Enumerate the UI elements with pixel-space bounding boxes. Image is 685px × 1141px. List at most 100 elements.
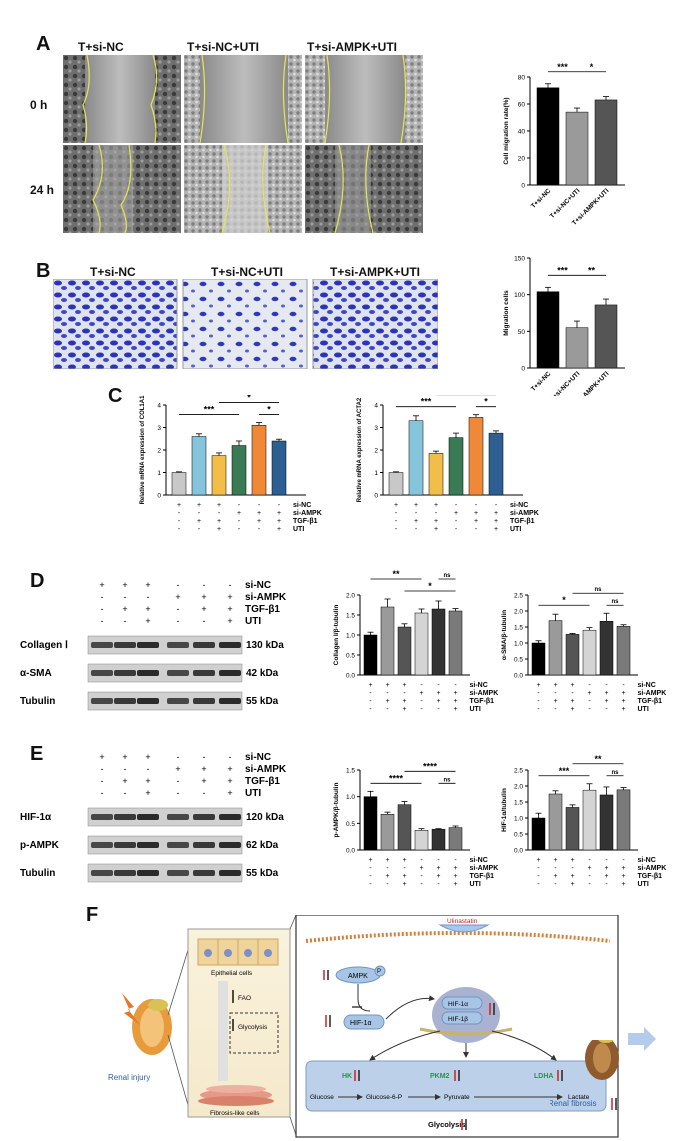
sig-label: ns: [594, 587, 602, 593]
lightning-icon: [122, 993, 140, 1025]
condition-label: TGF-β1: [510, 518, 535, 525]
band-name: Collagen Ⅰ: [20, 640, 68, 651]
sign-mark: +: [385, 873, 389, 880]
right-arrow-icon: [628, 1027, 656, 1051]
band: [91, 642, 113, 648]
sign-mark: +: [177, 502, 181, 509]
sign-mark: -: [403, 690, 406, 697]
hif-a-label: HIF-1α: [448, 1001, 468, 1008]
band-background: [87, 663, 243, 683]
sign-mark: -: [622, 857, 625, 864]
band: [114, 814, 136, 820]
sign-mark: +: [201, 776, 206, 786]
glycolysis-small-label: Glycolysis: [238, 1024, 268, 1031]
sign-mark: -: [178, 510, 181, 517]
sign-mark: -: [101, 604, 104, 614]
sign-mark: +: [145, 776, 150, 786]
bar: [616, 789, 631, 851]
sign-mark: +: [227, 616, 232, 626]
wound-image-24h-3: [305, 144, 423, 233]
sign-mark: -: [177, 604, 180, 614]
sign-mark: -: [124, 764, 127, 774]
bar: [548, 620, 563, 676]
condition-label: UTI: [638, 881, 649, 888]
y-tick-label: 1.0: [514, 816, 523, 823]
sign-mark: +: [570, 682, 574, 689]
sign-mark: -: [229, 580, 232, 590]
y-tick-label: 0.0: [514, 848, 523, 855]
sign-mark: +: [621, 706, 625, 713]
sign-mark: +: [145, 788, 150, 798]
sign-mark: +: [570, 873, 574, 880]
condition-label: si-AMPK: [638, 690, 667, 697]
sig-label: ***: [421, 397, 432, 407]
sign-mark: +: [257, 518, 261, 525]
y-tick-label: 40: [518, 129, 526, 136]
hif-left-node: [343, 1014, 385, 1030]
sign-mark: -: [147, 764, 150, 774]
sign-mark: +: [402, 873, 406, 880]
band-strip: [87, 863, 243, 883]
sign-mark: +: [419, 865, 423, 872]
sign-mark: -: [177, 776, 180, 786]
lactate-label: Lactate: [568, 1094, 590, 1101]
condition-label: TGF-β1: [245, 776, 280, 787]
sign-mark: +: [145, 604, 150, 614]
transwell-images: [53, 279, 438, 369]
y-tick-label: 4: [157, 403, 161, 410]
chart-e-hif: 0.00.51.01.52.02.5HIF-1α/tubulin*****ns+…: [501, 754, 666, 888]
band: [137, 842, 159, 848]
sign-mark: -: [386, 881, 389, 888]
sign-mark: +: [553, 857, 557, 864]
band: [219, 814, 241, 820]
fibrotic-kidney-icon: [585, 1040, 619, 1080]
y-tick-label: 0.5: [346, 821, 355, 828]
band-kda: 62 kDa: [246, 840, 279, 851]
sign-mark: -: [588, 881, 591, 888]
category-label: T+si-NC: [530, 370, 553, 393]
y-tick-label: 100: [514, 292, 525, 299]
sig-label: ****: [423, 761, 438, 771]
y-tick-label: 1.0: [346, 633, 355, 640]
condition-label: TGF-β1: [470, 698, 495, 705]
band-strip: [87, 635, 243, 655]
sign-mark: -: [203, 752, 206, 762]
category-label: T+si-NC: [530, 187, 553, 210]
phospho-label: P: [377, 969, 381, 975]
sign-mark: +: [587, 690, 591, 697]
band: [91, 698, 113, 704]
band: [91, 870, 113, 876]
sign-mark: -: [403, 865, 406, 872]
sign-mark: +: [536, 857, 540, 864]
sign-mark: +: [227, 776, 232, 786]
bar: [599, 620, 614, 676]
pyruvate-label: Pyruvate: [444, 1094, 470, 1101]
bar: [448, 610, 463, 676]
band-background: [87, 835, 243, 855]
sign-mark: +: [385, 682, 389, 689]
sign-mark: -: [554, 706, 557, 713]
sign-mark: +: [277, 510, 281, 517]
sig-label: ****: [389, 773, 404, 783]
sign-mark: +: [621, 698, 625, 705]
sign-mark: +: [227, 604, 232, 614]
wound-image-0h-2: [184, 55, 302, 144]
sign-mark: +: [145, 752, 150, 762]
band: [137, 698, 159, 704]
band: [114, 870, 136, 876]
sign-mark: -: [437, 682, 440, 689]
sign-mark: -: [178, 526, 181, 533]
band: [219, 670, 241, 676]
sign-mark: -: [605, 881, 608, 888]
bar: [408, 420, 424, 496]
b-header-1: T+si-NC: [90, 265, 136, 279]
sign-mark: +: [368, 857, 372, 864]
sign-mark: +: [175, 592, 180, 602]
sign-mark: -: [147, 592, 150, 602]
sign-mark: +: [277, 518, 281, 525]
y-tick-label: 1.0: [346, 794, 355, 801]
epithelial-cells-icon: [197, 938, 279, 966]
band: [137, 814, 159, 820]
sign-mark: -: [369, 698, 372, 705]
